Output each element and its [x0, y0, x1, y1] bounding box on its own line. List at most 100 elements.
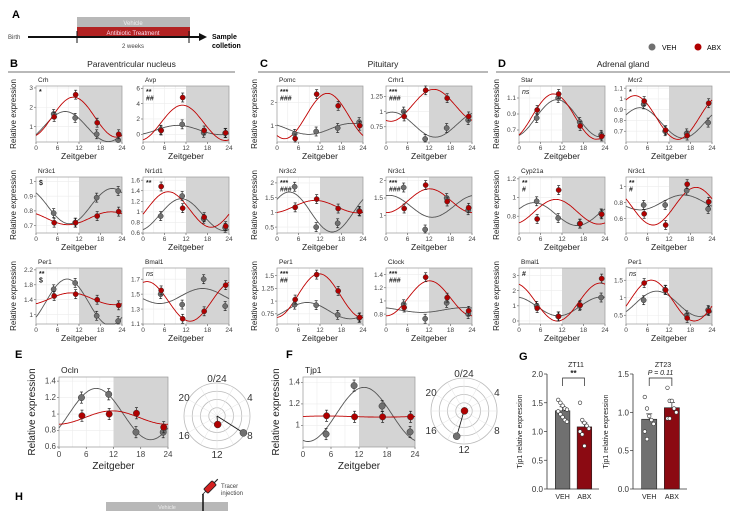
panel-letter: F — [286, 349, 293, 361]
section-title: Paraventricular nucleus — [87, 59, 176, 69]
abx-data-point — [202, 215, 207, 220]
abx-data-point — [323, 413, 329, 419]
y-tick-label: 2.0 — [532, 370, 544, 379]
x-tick-label: 0 — [57, 450, 62, 459]
polar-hour-label: 20 — [426, 388, 438, 399]
dark-phase-shading — [79, 86, 122, 142]
x-tick-label: 6 — [84, 450, 89, 459]
individual-point — [672, 407, 676, 411]
y-tick-label: 0.9 — [614, 107, 623, 114]
x-tick-label: 6 — [297, 327, 301, 334]
significance-label: $ — [39, 278, 43, 285]
veh-data-point — [73, 280, 78, 285]
dark-phase-shading — [429, 268, 472, 324]
veh-data-point — [133, 429, 139, 435]
veh-data-point — [556, 215, 561, 220]
veh-data-point — [116, 137, 121, 142]
abx-data-point — [466, 205, 471, 210]
x-tick-label: 18 — [97, 236, 105, 243]
y-axis-label: Relative expression — [492, 170, 501, 240]
x-tick-label: 6 — [163, 145, 167, 152]
x-category-label: VEH — [555, 494, 569, 501]
veh-data-point — [78, 394, 84, 400]
individual-point — [670, 399, 674, 403]
y-tick-label: 0.9 — [507, 111, 516, 118]
x-tick-label: 18 — [204, 145, 212, 152]
x-tick-label: 6 — [329, 450, 334, 459]
x-tick-label: 24 — [118, 327, 126, 334]
x-tick-label: 18 — [97, 327, 105, 334]
abx-data-point — [79, 413, 85, 419]
x-tick-label: 6 — [539, 145, 543, 152]
y-axis-label: Relative expression — [27, 368, 38, 455]
x-axis-label: Zeitgeber — [61, 242, 97, 252]
dark-phase-shading — [429, 86, 472, 142]
y-tick-label: 0.8 — [45, 426, 57, 435]
abx-data-point — [535, 216, 540, 221]
significance-label: ns — [522, 89, 530, 96]
significance-label: ### — [389, 278, 401, 285]
y-tick-label: 0 — [512, 318, 516, 325]
abx-data-point — [180, 206, 185, 211]
x-tick-label: 24 — [118, 145, 126, 152]
y-tick-label: 1 — [296, 421, 301, 430]
polar-hour-label: 8 — [494, 426, 500, 437]
x-category-label: ABX — [577, 494, 591, 501]
y-tick-label: 1 — [379, 109, 383, 116]
y-tick-label: 1.8 — [24, 282, 33, 289]
abx-data-point — [663, 128, 668, 133]
x-tick-label: 18 — [447, 327, 455, 334]
plot-title: Ocln — [61, 365, 79, 375]
y-tick-label: 0 — [136, 132, 140, 139]
veh-data-point — [180, 302, 185, 307]
syringe-icon — [200, 477, 220, 497]
y-tick-label: 0.7 — [507, 127, 516, 134]
x-axis-label: Zeitgeber — [168, 242, 204, 252]
x-tick-label: 0 — [34, 327, 38, 334]
abx-data-point — [578, 302, 583, 307]
polar-hour-label: 16 — [179, 431, 191, 442]
y-tick-label: 1 — [29, 179, 33, 186]
plot-title: Mcr2 — [628, 77, 643, 84]
abx-data-point — [706, 101, 711, 106]
x-tick-label: 24 — [601, 145, 609, 152]
x-axis-label: Zeitgeber — [411, 333, 447, 343]
syringe-plunger — [214, 479, 218, 483]
y-tick-label: 2 — [136, 116, 140, 123]
tracer-label-2: injection — [221, 491, 243, 497]
plot-title: Crh — [38, 77, 49, 84]
y-tick-label: 1 — [512, 195, 516, 202]
x-tick-label: 18 — [580, 145, 588, 152]
abx-data-point — [642, 98, 647, 103]
polar-hour-label: 20 — [179, 393, 191, 404]
x-tick-label: 18 — [687, 327, 695, 334]
abx-data-point — [466, 114, 471, 119]
x-tick-label: 0 — [141, 327, 145, 334]
y-tick-label: 1.7 — [131, 276, 140, 283]
y-tick-label: 0.8 — [507, 213, 516, 220]
x-tick-label: 0 — [624, 327, 628, 334]
x-tick-label: 0 — [141, 236, 145, 243]
x-tick-label: 6 — [646, 236, 650, 243]
y-tick-label: 2 — [512, 288, 516, 295]
veh-data-point — [423, 136, 428, 141]
legend-veh-marker — [649, 44, 656, 51]
veh-data-point — [663, 202, 668, 207]
x-tick-label: 18 — [447, 236, 455, 243]
y-tick-label: 1.2 — [131, 199, 140, 206]
abx-data-point — [357, 315, 362, 320]
vehicle-label: Vehicle — [123, 21, 143, 27]
y-tick-label: 1.4 — [24, 297, 33, 304]
veh-phase-point — [453, 433, 460, 440]
y-tick-label: 0.7 — [614, 128, 623, 135]
x-tick-label: 24 — [468, 145, 476, 152]
abx-data-point — [578, 221, 583, 226]
abx-data-point — [379, 414, 385, 420]
abx-data-point — [599, 212, 604, 217]
x-tick-label: 24 — [225, 236, 233, 243]
y-axis-label: Relative expression — [9, 261, 18, 331]
